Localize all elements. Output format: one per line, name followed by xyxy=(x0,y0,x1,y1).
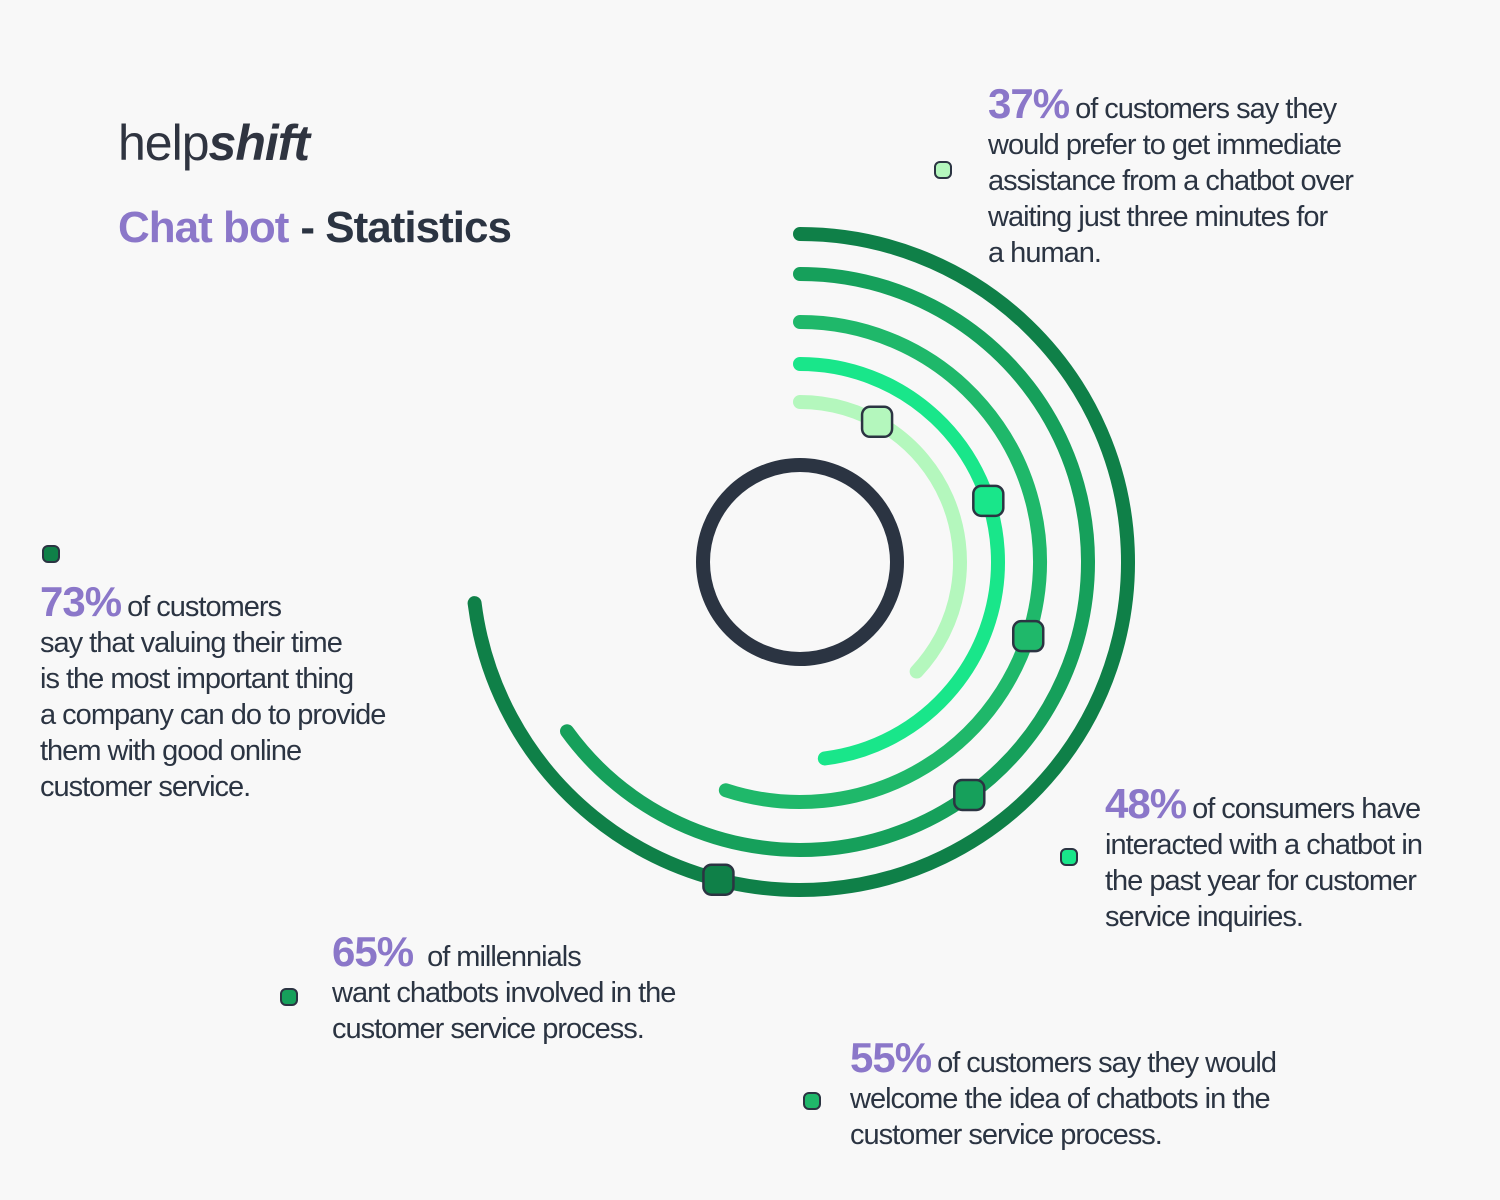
stat-55: 55% of customers say they would welcome t… xyxy=(850,1037,1277,1153)
arc-65 xyxy=(560,267,1095,857)
stat-65-line: want chatbots involved in the xyxy=(332,977,676,1009)
stat-55-line: customer service process. xyxy=(850,1119,1163,1151)
title-rest: - Statistics xyxy=(300,203,512,252)
marker-55 xyxy=(1012,619,1045,653)
helpshift-logo: helpshift xyxy=(118,115,311,171)
stat-37: 37% of customers say they would prefer to… xyxy=(988,83,1354,271)
stat-73-line: them with good online xyxy=(40,735,302,767)
stat-48: 48% of consumers have interacted with a c… xyxy=(1105,783,1423,935)
stat-73-percent: 73% xyxy=(40,578,122,625)
stat-73-line: is the most important thing xyxy=(40,663,354,695)
stat-65-line: customer service process. xyxy=(332,1013,645,1045)
stat-73-line: customer service. xyxy=(40,771,251,803)
legend-dot-55 xyxy=(803,1092,821,1110)
stat-37-line: waiting just three minutes for xyxy=(988,201,1328,233)
page-title: Chat bot - Statistics xyxy=(118,203,512,252)
stat-48-percent: 48% xyxy=(1105,780,1187,827)
stat-37-line: would prefer to get immediate xyxy=(988,129,1342,161)
marker-48 xyxy=(972,484,1005,518)
logo-part-1: help xyxy=(118,115,210,171)
stat-65-percent: 65% xyxy=(332,928,414,975)
legend-dot-65 xyxy=(280,988,298,1006)
stat-73: 73% of customers say that valuing their t… xyxy=(40,581,386,805)
stat-48-line: service inquiries. xyxy=(1105,901,1304,933)
logo-part-2: shift xyxy=(208,115,311,171)
arc-48 xyxy=(793,357,1005,766)
stat-48-line: the past year for customer xyxy=(1105,865,1417,897)
stat-48-first-line: of consumers have xyxy=(1192,793,1421,825)
stat-55-percent: 55% xyxy=(850,1034,932,1081)
stat-55-line: welcome the idea of chatbots in the xyxy=(850,1083,1271,1115)
marker-73 xyxy=(702,863,735,896)
legend-dot-48 xyxy=(1060,848,1078,866)
stat-37-first-line: of customers say they xyxy=(1075,93,1337,125)
arc-37 xyxy=(793,395,967,679)
stat-73-first-line: of customers xyxy=(127,591,282,623)
stat-37-percent: 37% xyxy=(988,80,1070,127)
arc-73 xyxy=(467,227,1135,897)
stat-73-line: say that valuing their time xyxy=(40,627,343,659)
legend-dot-37 xyxy=(934,161,952,179)
title-highlight: Chat bot xyxy=(118,203,289,252)
stat-37-line: a human. xyxy=(988,237,1102,269)
stat-65: 65% of millennials want chatbots involved… xyxy=(332,931,676,1047)
legend-dot-73 xyxy=(42,545,60,563)
marker-65 xyxy=(953,778,986,812)
stat-48-line: interacted with a chatbot in xyxy=(1105,829,1423,861)
stat-73-line: a company can do to provide xyxy=(40,699,386,731)
arc-55 xyxy=(718,315,1047,809)
stat-55-first-line: of customers say they would xyxy=(937,1047,1277,1079)
stat-37-line: assistance from a chatbot over xyxy=(988,165,1354,197)
center-ring xyxy=(696,458,904,666)
marker-37 xyxy=(860,405,894,439)
stat-65-first-line: of millennials xyxy=(427,941,582,973)
